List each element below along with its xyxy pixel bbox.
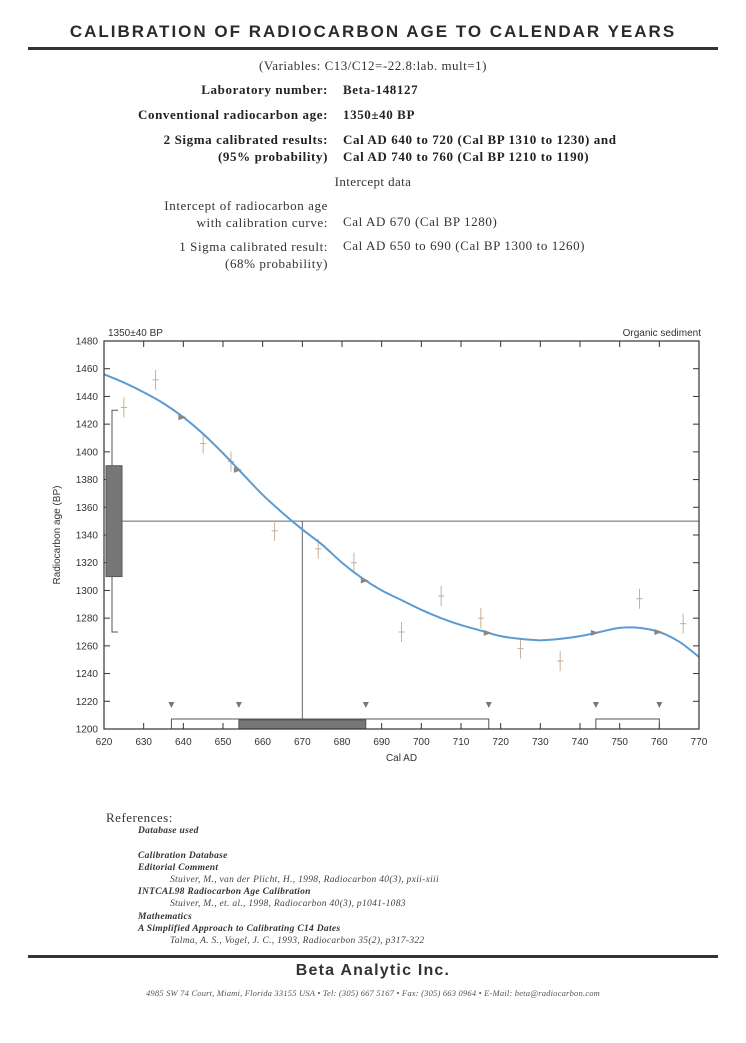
- plot-frame: [103, 340, 700, 730]
- x-tick-label: 630: [135, 737, 152, 748]
- references-heading: References:: [106, 810, 173, 825]
- header-rule: [28, 47, 718, 50]
- intercept-label-1: Intercept of radiocarbon age: [164, 198, 328, 213]
- company-name: Beta Analytic Inc.: [295, 962, 451, 979]
- y-tick-label: 1220: [76, 697, 99, 708]
- sigma1-range-bar: [238, 719, 367, 730]
- curve-marker: [233, 466, 242, 473]
- ref-editorial-comment: Editorial Comment: [138, 863, 219, 873]
- sigma2-range-bracket: [595, 718, 660, 729]
- y-tick-label: 1320: [76, 558, 99, 569]
- ref-mathematics: Mathematics: [138, 912, 192, 922]
- y-tick-label: 1260: [76, 641, 99, 652]
- range-marker: [656, 702, 663, 708]
- variables-line: (Variables: C13/C12=-22.8:lab. mult=1): [259, 58, 487, 73]
- sigma2-value-1: Cal AD 640 to 720 (Cal BP 1310 to 1230) …: [343, 132, 617, 147]
- curve-marker: [654, 629, 663, 635]
- y-axis-label: Radiocarbon age (BP): [52, 486, 63, 585]
- x-axis-label: Cal AD: [386, 753, 417, 764]
- ref-intcal: INTCAL98 Radiocarbon Age Calibration: [138, 887, 311, 897]
- x-tick-label: 760: [651, 737, 668, 748]
- y-tick-label: 1480: [76, 337, 99, 348]
- sigma1-value: Cal AD 650 to 690 (Cal BP 1300 to 1260): [343, 238, 586, 253]
- x-tick-label: 700: [413, 737, 430, 748]
- ref-intcal-citation: Stuiver, M., et. al., 1998, Radiocarbon …: [170, 899, 406, 909]
- x-tick-label: 670: [294, 737, 311, 748]
- x-tick-label: 710: [453, 737, 470, 748]
- x-tick-label: 650: [215, 737, 232, 748]
- y-tick-label: 1240: [76, 669, 99, 680]
- intercept-heading: Intercept data: [334, 174, 412, 189]
- intercept-label-2: with calibration curve:: [196, 215, 328, 230]
- y-tick-label: 1400: [76, 447, 99, 458]
- range-marker: [485, 702, 492, 708]
- sigma2-value-2: Cal AD 740 to 760 (Cal BP 1210 to 1190): [343, 149, 590, 164]
- footer-rule: [28, 955, 718, 958]
- sigma1-label-1: 1 Sigma calibrated result:: [179, 239, 328, 254]
- range-marker: [235, 702, 242, 708]
- ref-database-used: Database used: [138, 826, 199, 836]
- intercept-value: Cal AD 670 (Cal BP 1280): [343, 214, 498, 229]
- lab-number-value: Beta-148127: [343, 82, 419, 97]
- x-tick-label: 720: [492, 737, 509, 748]
- sigma2-label: 2 Sigma calibrated results:: [163, 132, 328, 147]
- range-marker: [168, 702, 175, 708]
- y-tick-label: 1360: [76, 503, 99, 514]
- x-tick-label: 750: [611, 737, 628, 748]
- x-tick-label: 660: [254, 737, 271, 748]
- ref-editorial-citation: Stuiver, M., van der Plicht, H., 1998, R…: [170, 875, 439, 885]
- range-marker: [362, 702, 369, 708]
- ref-calibration-database: Calibration Database: [138, 851, 228, 861]
- calibration-chart: 620 630 640 650 660 670 680 690 700 710 720 730 740 7…: [52, 328, 708, 764]
- curve-marker: [360, 577, 369, 584]
- conv-age-label: Conventional radiocarbon age:: [137, 107, 328, 122]
- x-tick-label: 620: [96, 737, 113, 748]
- curve-marker: [590, 629, 599, 636]
- ref-math-citation: Talma, A. S., Vogel, J. C., 1993, Radioc…: [170, 936, 425, 946]
- y-tick-label: 1200: [76, 725, 99, 736]
- y-tick-label: 1460: [76, 364, 99, 375]
- calibration-curve: [103, 373, 700, 658]
- conv-age-value: 1350±40 BP: [343, 107, 415, 122]
- curve-group: [103, 373, 700, 658]
- sigma2-probability-label: (95% probability): [218, 149, 328, 164]
- x-tick-label: 690: [373, 737, 390, 748]
- sigma1-age-bar: [105, 465, 123, 578]
- sample-type-label: Organic sediment: [623, 328, 702, 339]
- curve-marker: [178, 414, 187, 421]
- y-tick-label: 1380: [76, 475, 99, 486]
- y-tick-label: 1420: [76, 420, 99, 431]
- sample-age-label: 1350±40 BP: [108, 328, 163, 339]
- curve-marker: [483, 629, 492, 636]
- ref-math-title: A Simplified Approach to Calibrating C14…: [138, 924, 341, 934]
- lab-number-label: Laboratory number:: [201, 82, 328, 97]
- x-tick-label: 680: [334, 737, 351, 748]
- y-tick-label: 1440: [76, 392, 99, 403]
- calibration-ranges: [105, 409, 699, 730]
- y-tick-label: 1280: [76, 614, 99, 625]
- x-tick-label: 770: [691, 737, 708, 748]
- y-tick-label: 1340: [76, 531, 99, 542]
- x-tick-label: 740: [572, 737, 589, 748]
- axis-ticks: 620 630 640 650 660 670 680 690 700 710 720 730 740 7…: [76, 337, 708, 749]
- x-tick-label: 730: [532, 737, 549, 748]
- y-tick-label: 1300: [76, 586, 99, 597]
- range-marker: [592, 702, 599, 708]
- sigma2-range-bracket: [170, 718, 490, 729]
- company-address: 4985 SW 74 Court, Miami, Florida 33155 U…: [145, 988, 600, 998]
- data-points: [120, 369, 687, 672]
- x-tick-label: 640: [175, 737, 192, 748]
- page-title: CALIBRATION OF RADIOCARBON AGE TO CALEND…: [69, 22, 677, 41]
- sigma1-label-2: (68% probability): [225, 256, 328, 271]
